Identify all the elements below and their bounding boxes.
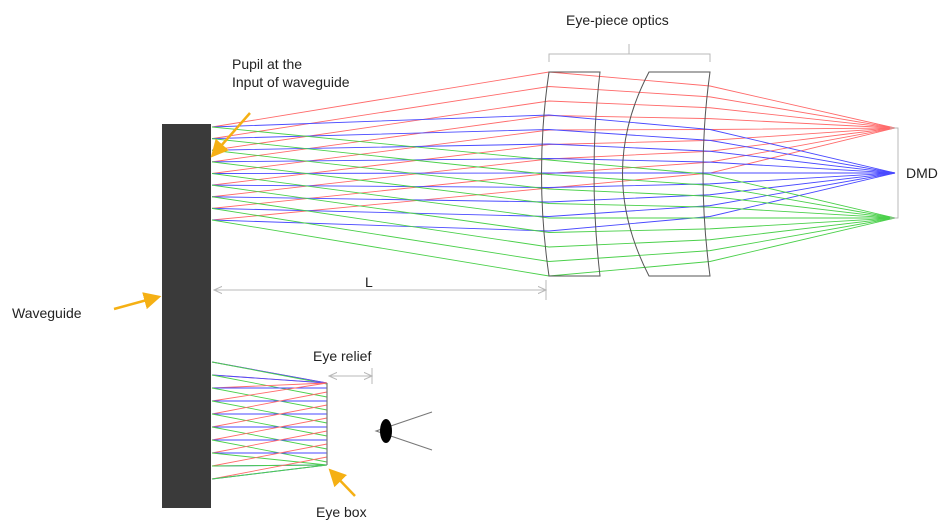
light-ray-red xyxy=(211,127,896,209)
light-ray-blue xyxy=(211,172,895,174)
output-ray-green xyxy=(211,464,328,480)
light-ray-red xyxy=(211,115,896,163)
eyepiece-ray-bundle xyxy=(211,71,896,277)
light-ray-red xyxy=(211,86,896,140)
output-ray-green xyxy=(211,439,328,463)
eyepiece-lens-2 xyxy=(622,71,711,277)
light-ray-blue xyxy=(211,172,896,217)
light-ray-blue xyxy=(211,172,896,188)
light-ray-green xyxy=(211,149,896,219)
eye-icon xyxy=(374,411,433,451)
output-ray-red xyxy=(211,391,328,415)
output-ray-green xyxy=(211,374,328,398)
eye-relief-label: Eye relief xyxy=(313,348,371,364)
light-ray-green xyxy=(211,173,895,219)
pupil-pointer-arrow xyxy=(210,112,251,158)
eye-box-pointer-arrow xyxy=(328,468,356,497)
light-ray-red xyxy=(211,127,896,174)
distance-label: L xyxy=(365,274,373,290)
output-ray-green xyxy=(211,361,328,385)
pupil-label-line2: Input of waveguide xyxy=(232,74,350,90)
output-ray-red xyxy=(211,443,328,467)
output-ray-red xyxy=(211,382,328,402)
output-ray-green xyxy=(211,413,328,437)
output-ray-red xyxy=(211,417,328,441)
eyepiece-lens-1 xyxy=(541,71,601,277)
waveguide-label: Waveguide xyxy=(12,305,82,321)
light-ray-red xyxy=(211,127,896,198)
eyepiece-optics-label: Eye-piece optics xyxy=(566,12,669,28)
output-ray-bundle xyxy=(211,361,328,480)
light-ray-blue xyxy=(211,172,896,203)
light-ray-green xyxy=(211,217,896,277)
light-ray-blue xyxy=(211,129,896,174)
light-ray-green xyxy=(211,161,896,219)
light-ray-green xyxy=(211,138,896,219)
light-ray-red xyxy=(211,71,896,129)
light-ray-green xyxy=(211,126,896,219)
light-ray-blue xyxy=(211,158,896,174)
eye-box-label: Eye box xyxy=(316,504,367,520)
output-ray-red xyxy=(211,430,328,454)
output-ray-green xyxy=(211,464,328,467)
light-ray-green xyxy=(211,196,896,248)
output-ray-blue xyxy=(211,374,328,384)
waveguide-pointer-arrow xyxy=(113,292,162,311)
dmd-label: DMD xyxy=(906,165,938,181)
light-ray-blue xyxy=(211,143,896,174)
output-ray-red xyxy=(211,456,328,480)
light-ray-green xyxy=(211,184,896,233)
eyepiece-bracket xyxy=(548,44,711,62)
output-ray-green xyxy=(211,400,328,424)
output-ray-red xyxy=(211,404,328,428)
dmd-bracket xyxy=(890,127,899,219)
light-ray-red xyxy=(211,127,896,186)
light-ray-red xyxy=(211,100,896,151)
pupil-label-line1: Pupil at the xyxy=(232,56,302,72)
light-ray-blue xyxy=(211,172,896,232)
output-ray-green xyxy=(211,452,328,466)
waveguide-slab xyxy=(162,124,211,508)
output-ray-green xyxy=(211,426,328,450)
light-ray-green xyxy=(211,207,896,262)
light-ray-red xyxy=(211,127,896,221)
output-ray-green xyxy=(211,387,328,411)
output-ray-red xyxy=(211,382,328,389)
